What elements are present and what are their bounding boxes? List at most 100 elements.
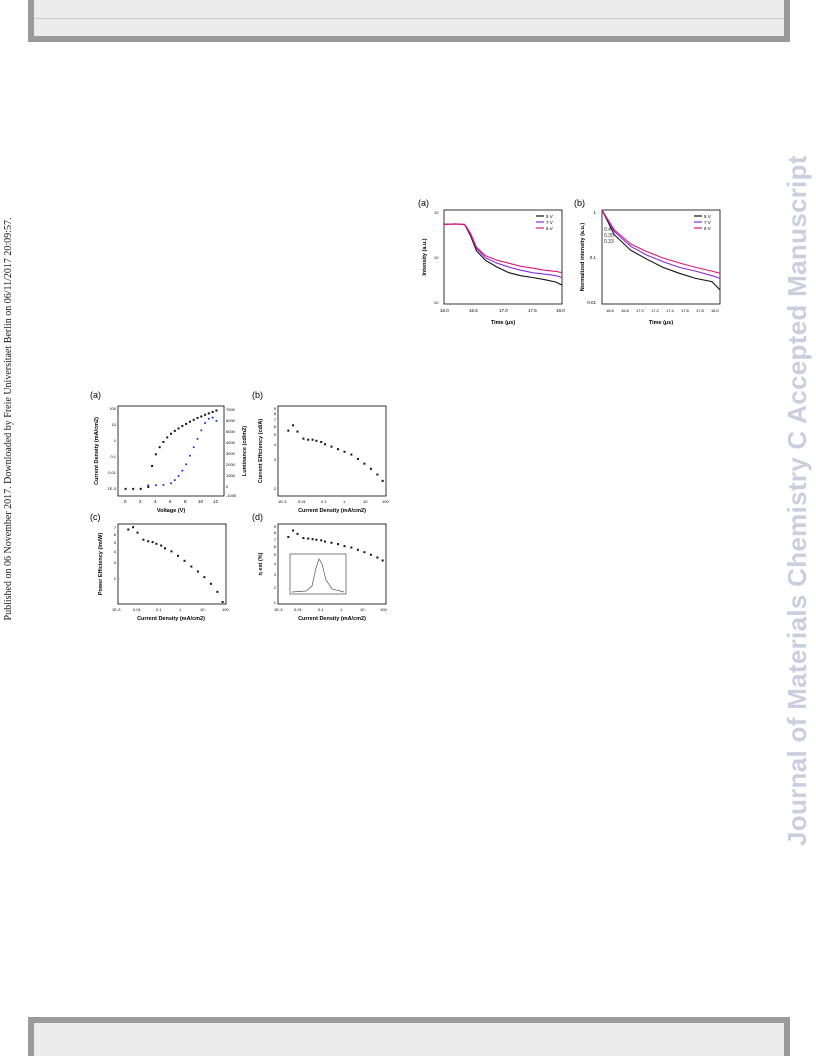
data-point	[185, 422, 188, 425]
panel-label: (b)	[574, 198, 585, 208]
x-tick-label: 100	[382, 499, 389, 504]
data-point	[292, 424, 295, 427]
annotation: 0.40	[604, 227, 614, 233]
y-tick-label: 2	[274, 585, 277, 590]
data-point	[363, 551, 366, 554]
plot-frame	[117, 405, 225, 497]
data-point	[302, 537, 305, 540]
data-point	[311, 438, 314, 441]
x-tick-label: 17.5	[528, 308, 537, 313]
y-axis-title: Current Density (mA/cm2)	[94, 417, 100, 485]
y-tick-label: 6	[274, 544, 277, 549]
panel-bottom-a: (a) 100 10 1 0.1 0.01 1E-3 7000 6000 500…	[90, 390, 248, 514]
legend-label: 6 V	[546, 226, 553, 231]
x-tick-label: 1	[343, 499, 346, 504]
x-tick-label: 0	[124, 499, 127, 504]
x-tick-label: 100	[222, 607, 229, 612]
x-tick-label: 100	[380, 607, 387, 612]
x-tick-label: 17.2	[651, 308, 660, 313]
figure-decay-curves: (a) 10 10 10 16.0 16.5 17.0 17.5 18.0 Ti…	[418, 198, 721, 326]
data-point	[200, 415, 203, 418]
journal-watermark: Journal of Materials Chemistry C Accepte…	[782, 155, 812, 846]
data-point	[315, 439, 318, 442]
x-tick-label: 0.01	[294, 607, 303, 612]
data-point	[211, 416, 214, 419]
data-point	[320, 440, 323, 443]
data-point	[183, 559, 186, 562]
x-tick-label: 16.0	[440, 308, 449, 313]
data-point	[196, 437, 199, 440]
y-tick-label: 3	[114, 560, 117, 565]
data-point	[215, 409, 218, 412]
y-tick-label: 9	[274, 406, 277, 411]
y2-tick-label: 6000	[226, 418, 236, 423]
x-axis-title: Current Density (mA/cm2)	[298, 508, 366, 514]
data-point	[302, 437, 305, 440]
y2-axis-title: Luminance (cd/m2)	[242, 426, 248, 476]
legend: 5 V 7 V 6 V	[536, 214, 553, 231]
legend-label: 7 V	[546, 220, 553, 225]
data-point	[177, 427, 180, 430]
x-axis-title: Voltage (V)	[157, 508, 185, 514]
y-tick-label: 1	[274, 600, 277, 605]
x-tick-label: 17.8	[696, 308, 705, 313]
data-point	[147, 540, 150, 543]
data-point	[181, 469, 184, 472]
y-axis-title: η ext (%)	[258, 552, 264, 575]
plot-frame	[117, 523, 227, 605]
y-tick-label: 100	[109, 406, 116, 411]
data-point	[350, 453, 353, 456]
y-tick-label: 2	[274, 486, 277, 491]
y-tick-label: 4	[274, 442, 277, 447]
data-point	[158, 446, 161, 449]
plot-frame	[443, 209, 563, 305]
x-axis-title: Time (μs)	[649, 320, 674, 326]
y-tick-label: 7	[274, 417, 277, 422]
y-tick-label: 3	[274, 572, 277, 577]
y-tick-label: 6	[274, 424, 277, 429]
annotation: 0.35	[604, 233, 614, 239]
data-point	[139, 487, 142, 490]
y2-tick-label: 7000	[226, 407, 236, 412]
y-tick-label: 5	[274, 432, 277, 437]
data-point	[356, 548, 359, 551]
y-tick-label: 10	[112, 422, 117, 427]
data-point	[356, 457, 359, 460]
data-point	[127, 528, 130, 531]
x-tick-label: 18.0	[711, 308, 720, 313]
data-point	[330, 541, 333, 544]
panel-label: (a)	[418, 198, 429, 208]
series-line	[601, 209, 721, 291]
data-point	[170, 482, 172, 485]
x-tick-label: 4	[154, 499, 157, 504]
y2-tick-label: 0	[226, 484, 229, 489]
legend-label: 6 V	[704, 226, 711, 231]
x-tick-label: 17.4	[666, 308, 675, 313]
data-point	[196, 570, 199, 573]
y-tick-label: 0.1	[110, 454, 116, 459]
data-point	[132, 526, 135, 529]
x-tick-label: 16.8	[621, 308, 630, 313]
plot-frame	[277, 405, 387, 497]
panel-label: (c)	[90, 512, 101, 522]
data-point	[381, 559, 384, 562]
y-tick-label: 0.01	[587, 300, 596, 305]
panel-top-b: (b) 1 0.1 0.01 16.6 16.8 17.0 17.2 17.4 …	[574, 198, 721, 326]
y-tick-label: 4	[274, 561, 277, 566]
data-point	[151, 465, 154, 467]
x-tick-label: 16.6	[606, 308, 615, 313]
panel-bottom-d: (d) 9 8 7 6 5 4 3 2 1 1E-3 0.01 0.1 1 10…	[252, 512, 387, 622]
x-tick-label: 1	[340, 607, 343, 612]
publication-side-note: Published on 06 November 2017. Downloade…	[3, 217, 14, 621]
data-point	[376, 473, 379, 476]
x-tick-label: 10	[198, 499, 204, 504]
data-point	[170, 550, 173, 553]
panel-top-a: (a) 10 10 10 16.0 16.5 17.0 17.5 18.0 Ti…	[418, 198, 565, 326]
y2-tick-label: 5000	[226, 429, 236, 434]
data-point	[185, 463, 188, 466]
x-tick-label: 16.5	[469, 308, 478, 313]
data-point	[200, 429, 203, 432]
data-point	[154, 453, 157, 456]
data-point	[151, 541, 154, 544]
legend-label: 7 V	[704, 220, 711, 225]
